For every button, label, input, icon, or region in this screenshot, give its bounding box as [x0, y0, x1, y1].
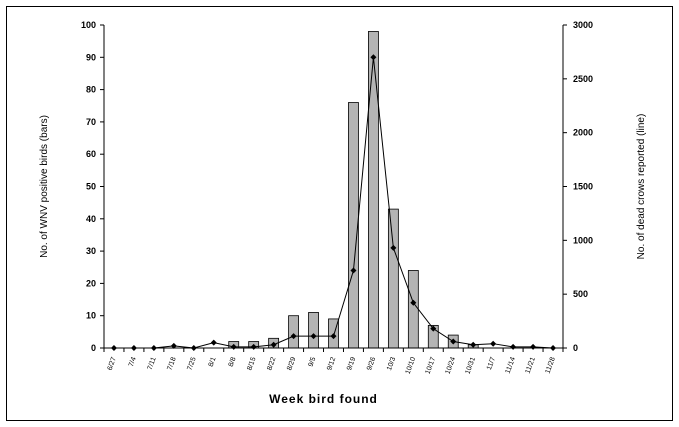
y2-tick-label: 1000 [573, 235, 593, 245]
x-tick-label: 7/18 [166, 356, 177, 371]
y2-tick-label: 0 [573, 343, 578, 353]
x-tick-label: 9/12 [326, 356, 337, 371]
y2-tick-label: 2000 [573, 128, 593, 138]
x-tick-label: 8/1 [208, 356, 218, 368]
x-tick-label: 10/31 [465, 356, 478, 375]
line-point [270, 341, 277, 348]
line-point [510, 343, 517, 350]
x-tick-label: 10/3 [386, 356, 397, 371]
y2-tick-label: 500 [573, 289, 588, 299]
y2-tick-label: 3000 [573, 20, 593, 30]
x-tick-label: 10/17 [425, 356, 438, 375]
bar [387, 208, 399, 349]
x-tick-label: 8/22 [266, 356, 277, 371]
x-tick-label: 9/5 [308, 356, 318, 368]
x-tick-label: 10/10 [405, 356, 418, 375]
y-tick-label: 100 [81, 20, 96, 30]
chart-frame [6, 6, 673, 421]
line-point [470, 341, 477, 348]
y-tick-label: 10 [86, 311, 96, 321]
x-tick-label: 6/27 [107, 356, 118, 371]
bar [368, 31, 379, 349]
y2-axis-title: No. of dead crows reported (line) [636, 114, 647, 260]
axis-labels: No. of WNV positive birds (bars) No. of … [39, 114, 647, 406]
line-point [370, 54, 377, 61]
y-tick-label: 20 [86, 278, 96, 288]
y-tick-label: 40 [86, 214, 96, 224]
x-tick-label: 11/14 [505, 356, 517, 374]
x-tick-label: 11/28 [545, 356, 557, 374]
y-tick-label: 0 [91, 343, 96, 353]
x-tick-label: 10/24 [445, 356, 458, 375]
bar [308, 312, 319, 349]
line-series [110, 54, 557, 351]
x-tick-label: 8/29 [286, 356, 297, 371]
y-axis-title: No. of WNV positive birds (bars) [39, 115, 50, 258]
x-tick-label: 8/15 [246, 356, 257, 371]
bar [348, 102, 359, 349]
x-tick-label: 9/19 [346, 356, 357, 371]
line-point [430, 325, 437, 332]
bar [288, 315, 299, 349]
line-point [490, 340, 497, 347]
line-point [350, 267, 357, 274]
x-tick-label: 11/7 [486, 356, 497, 371]
x-tick-label: 8/8 [228, 356, 238, 368]
x-axis-title: Week bird found [269, 392, 378, 406]
line-point [170, 342, 177, 349]
y-tick-label: 70 [86, 117, 96, 127]
x-tick-label: 7/25 [186, 356, 197, 371]
y2-tick-label: 2500 [573, 74, 593, 84]
crow-line [113, 57, 554, 349]
line-point [450, 338, 457, 345]
y-tick-label: 80 [86, 85, 96, 95]
y-tick-label: 30 [86, 246, 96, 256]
line-point [330, 333, 337, 340]
line-point [290, 333, 297, 340]
y2-tick-label: 1500 [573, 182, 593, 192]
x-tick-label: 11/21 [525, 356, 537, 374]
y-tick-label: 90 [86, 52, 96, 62]
line-point [210, 339, 217, 346]
x-tick-label: 7/4 [128, 356, 138, 368]
line-point [410, 299, 417, 306]
axes: 0102030405060708090100050010001500200025… [81, 20, 593, 375]
bar [407, 270, 419, 349]
x-tick-label: 9/26 [366, 356, 377, 371]
line-point [530, 343, 537, 350]
bar-series [228, 31, 479, 349]
line-point [390, 244, 397, 251]
y-tick-label: 60 [86, 149, 96, 159]
y-tick-label: 50 [86, 182, 96, 192]
x-tick-label: 7/11 [147, 356, 158, 371]
line-point [310, 333, 317, 340]
